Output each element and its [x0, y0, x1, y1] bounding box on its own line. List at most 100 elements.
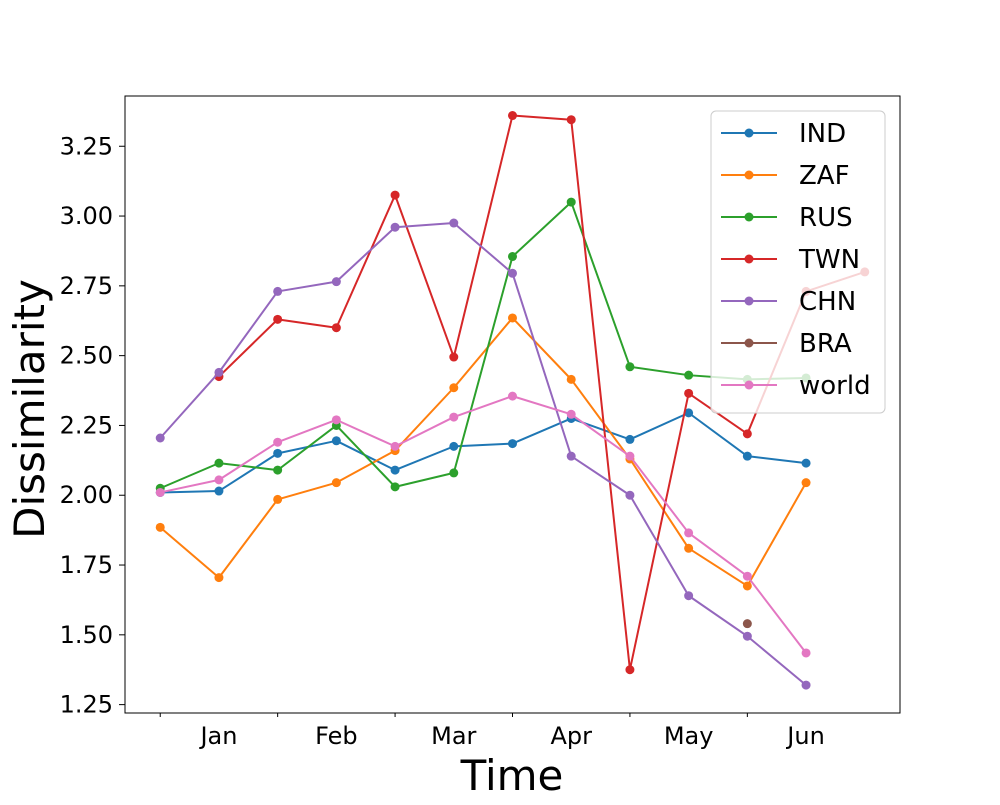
data-point — [508, 268, 517, 278]
data-point — [566, 409, 576, 419]
y-tick-label: 3.00 — [60, 202, 113, 230]
data-point — [684, 543, 694, 553]
data-point — [801, 458, 811, 468]
data-point — [684, 408, 694, 418]
data-point — [625, 451, 635, 461]
legend-marker — [744, 170, 754, 180]
data-point — [273, 494, 283, 504]
series-line-zaf — [159, 316, 807, 587]
data-point — [508, 252, 517, 262]
axes-layer: 1.25 1.50 1.75 2.00 2.25 2.50 2.75 3.00 3.25 Jan F… — [60, 132, 825, 750]
data-point — [331, 478, 341, 488]
data-point — [449, 352, 459, 362]
data-point — [566, 115, 576, 125]
y-axis-title: Dissimilarity — [5, 279, 54, 539]
data-point — [684, 591, 694, 601]
legend-marker — [744, 128, 754, 138]
data-point — [508, 111, 517, 121]
legend: IND ZAF RUS TWN CHN BRA world — [710, 110, 886, 414]
data-point — [684, 388, 694, 398]
series-world — [155, 391, 811, 658]
data-point — [331, 277, 341, 287]
y-tick-label: 2.50 — [60, 342, 113, 370]
data-point — [742, 631, 752, 641]
data-point — [214, 573, 224, 583]
data-point — [566, 197, 576, 207]
x-tick-label: Feb — [315, 722, 358, 750]
legend-label: TWN — [798, 245, 860, 275]
data-point — [214, 475, 224, 485]
series-line-rus — [159, 201, 807, 490]
legend-label: ZAF — [799, 161, 850, 191]
series-line-ind — [160, 411, 807, 494]
series-bra — [742, 619, 752, 629]
data-point — [625, 362, 635, 372]
data-point — [566, 451, 576, 461]
y-tick-label: 3.25 — [60, 132, 113, 160]
data-point — [742, 429, 752, 439]
data-point — [273, 314, 283, 324]
data-point — [625, 434, 635, 444]
x-tick-label: Apr — [550, 722, 592, 750]
data-point — [273, 437, 283, 447]
y-tick-label: 1.75 — [60, 551, 113, 579]
y-tick-label: 2.75 — [60, 272, 113, 300]
x-tick-label: May — [664, 722, 714, 750]
legend-label: RUS — [799, 203, 853, 233]
data-point — [508, 313, 517, 323]
data-point — [508, 391, 517, 401]
data-point — [390, 482, 400, 492]
data-point — [449, 441, 459, 451]
data-point — [625, 665, 635, 675]
data-point — [742, 581, 752, 591]
y-tick-label: 2.25 — [60, 411, 113, 439]
x-tick-label: Mar — [431, 722, 476, 750]
legend-box — [710, 110, 886, 414]
legend-marker — [744, 380, 754, 390]
data-point — [155, 487, 165, 497]
data-point — [214, 367, 224, 377]
x-tick-label: Jun — [785, 722, 825, 750]
data-point — [155, 522, 165, 532]
y-tick-label: 1.25 — [60, 691, 113, 719]
data-point — [742, 571, 752, 581]
legend-item-chn: CHN — [721, 287, 856, 317]
data-point — [742, 451, 752, 461]
legend-item-rus: RUS — [721, 203, 853, 233]
legend-item-ind: IND — [721, 119, 846, 149]
data-point — [273, 465, 283, 475]
series-ind — [155, 408, 811, 497]
data-point — [449, 412, 459, 422]
data-point — [155, 433, 165, 443]
data-point — [390, 190, 400, 200]
data-point — [331, 415, 341, 425]
series-line-chn — [159, 222, 807, 686]
data-point — [801, 478, 811, 488]
data-point — [331, 323, 341, 333]
data-point — [273, 448, 283, 458]
data-point — [566, 374, 576, 384]
legend-item-bra: BRA — [721, 329, 852, 359]
data-point — [801, 680, 811, 690]
x-tick-label: Jan — [198, 722, 237, 750]
data-point — [449, 383, 459, 393]
data-point — [449, 468, 459, 478]
data-point — [390, 465, 400, 475]
series-line-world — [160, 395, 807, 654]
y-tick-label: 2.00 — [60, 481, 113, 509]
legend-item-zaf: ZAF — [721, 161, 850, 191]
data-point — [390, 222, 400, 232]
legend-label: CHN — [799, 287, 856, 317]
legend-marker — [744, 254, 754, 264]
legend-marker — [744, 296, 754, 306]
data-point — [449, 218, 459, 228]
data-point — [214, 458, 224, 468]
data-point — [684, 370, 694, 380]
series-layer — [155, 111, 870, 690]
data-point — [273, 286, 283, 296]
y-tick-label: 1.50 — [60, 621, 113, 649]
legend-item-world: world — [721, 371, 871, 401]
legend-label: world — [799, 371, 871, 401]
